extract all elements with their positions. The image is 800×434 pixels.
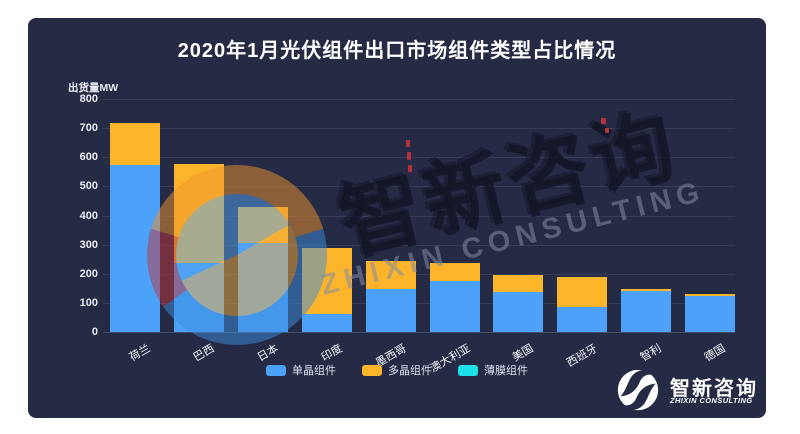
bar-segment-墨西哥-多晶组件 (365, 261, 416, 289)
watermark-red-speck (406, 140, 410, 147)
gridline-100 (103, 302, 735, 304)
bar-segment-智利-多晶组件 (621, 289, 672, 292)
y-tick-400: 400 (79, 209, 98, 222)
chart-card: 2020年1月光伏组件出口市场组件类型占比情况 出货量MW 800 700 600 5… (28, 18, 766, 418)
y-tick-600: 600 (79, 151, 98, 164)
company-logo: 智新咨询 ZHIXIN CONSULTING (616, 366, 766, 418)
logo-company-name: 智新咨询 (670, 378, 758, 400)
bar-segment-德国-多晶组件 (685, 293, 736, 296)
bar-segment-墨西哥-单晶组件 (365, 288, 416, 332)
y-tick-0: 0 (91, 326, 98, 338)
legend-item-单晶组件: 单晶组件 (266, 362, 336, 378)
gridline-200 (103, 273, 735, 275)
bar-segment-智利-单晶组件 (621, 291, 672, 332)
chart-legend: 单晶组件 多晶组件 薄膜组件 (28, 362, 766, 378)
bar-segment-美国-多晶组件 (493, 274, 544, 292)
legend-swatch (458, 364, 478, 376)
y-tick-200: 200 (79, 267, 98, 280)
gridline-500 (103, 186, 735, 188)
legend-label: 薄膜组件 (484, 365, 528, 377)
gridline-400 (103, 215, 735, 217)
watermark-red-speck (407, 152, 411, 160)
bar-segment-澳大利亚-多晶组件 (429, 262, 480, 281)
gridline-600 (103, 157, 735, 159)
legend-item-多晶组件: 多晶组件 (362, 362, 432, 378)
y-tick-700: 700 (79, 122, 98, 135)
bar-segment-美国-单晶组件 (493, 291, 544, 332)
y-tick-500: 500 (79, 180, 98, 193)
legend-label: 多晶组件 (388, 365, 432, 377)
bar-segment-荷兰-多晶组件 (110, 122, 160, 166)
swirl-logo-icon (616, 368, 660, 412)
watermark-red-speck (605, 128, 609, 133)
legend-swatch (362, 364, 382, 376)
watermark-red-speck (601, 118, 606, 124)
bar-segment-德国-单晶组件 (685, 295, 736, 332)
watermark-red-speck (408, 165, 412, 172)
y-axis-label: 出货量MW (68, 82, 119, 94)
bar-segment-澳大利亚-单晶组件 (429, 280, 480, 332)
bar-segment-印度-单晶组件 (301, 313, 352, 332)
legend-swatch (266, 364, 286, 376)
y-tick-800: 800 (79, 93, 98, 105)
y-tick-300: 300 (79, 238, 98, 251)
bar-segment-西班牙-单晶组件 (557, 307, 608, 332)
gridline-300 (103, 244, 735, 246)
watermark-logo-circle (147, 165, 327, 345)
bar-segment-西班牙-多晶组件 (557, 277, 608, 308)
legend-item-薄膜组件: 薄膜组件 (458, 362, 528, 378)
gridline-0 (103, 332, 735, 333)
y-tick-100: 100 (79, 296, 98, 309)
legend-label: 单晶组件 (292, 365, 336, 377)
logo-company-name-english: ZHIXIN CONSULTING (670, 396, 753, 405)
chart-title: 2020年1月光伏组件出口市场组件类型占比情况 (177, 40, 617, 62)
gridline-800 (103, 99, 735, 100)
gridline-700 (103, 128, 735, 130)
